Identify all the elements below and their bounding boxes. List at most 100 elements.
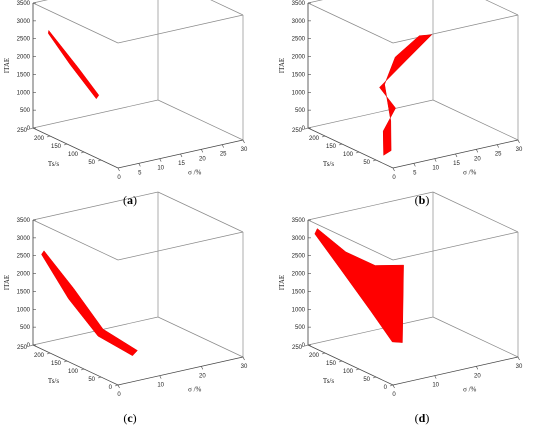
panel-b-ts-tick	[355, 151, 360, 154]
panel-c-solution-surface	[41, 250, 138, 356]
panel-a-ts-tick	[63, 143, 68, 146]
panel-b-sigma-tick-label: 5	[413, 170, 417, 176]
panel-d-ts-tick-label: 150	[326, 361, 337, 367]
panel-b-sigma-tick-label: 10	[432, 166, 439, 172]
panel-a-sigma-tick-label: 30	[241, 147, 248, 153]
panel-a-ts-tick	[80, 151, 85, 154]
panel-a-sigma-tick-label: 0	[117, 175, 121, 181]
panel-a-sigma-tick	[180, 153, 183, 158]
panel-d-ts-tick-label: 50	[363, 377, 370, 383]
panel-a-sigma-tick	[117, 167, 120, 172]
panel-c-itae-tick-label: 500	[20, 325, 31, 331]
panel-d-box-edge	[432, 316, 519, 358]
panel-d-solution-surface	[314, 228, 404, 343]
panel-c-box-edge	[32, 219, 119, 261]
panel-b-sigma-tick	[517, 139, 520, 144]
panel-d-itae-tick-label: 1000	[292, 307, 306, 313]
caption-c-letter: c	[127, 411, 133, 425]
panel-a-itae-tick-label: 3500	[17, 1, 31, 7]
panel-d-sigma-axis-label: σ /%	[463, 386, 476, 394]
panel-b-itae-tick-label: 3500	[292, 1, 306, 7]
panel-b-ts-axis	[307, 127, 394, 169]
panel-d-ts-tick	[304, 344, 309, 347]
panel-d-itae-tick-label: 500	[295, 325, 306, 331]
panel-d-itae-tick-label: 0	[302, 343, 306, 349]
panel-d-ts-axis	[307, 344, 394, 386]
panel-a-sigma-tick-label: 20	[199, 156, 206, 162]
panel-c-ts-tick	[46, 352, 51, 355]
panel-d-box-edge	[432, 191, 519, 233]
panel-b-itae-tick-label: 0	[302, 126, 306, 132]
panel-a-ts-tick-label: 100	[68, 152, 79, 158]
panel-b-sigma-tick-label: 30	[516, 147, 523, 153]
panel-b-sigma-tick	[434, 158, 437, 162]
panel-a-ts-tick-label: 50	[88, 160, 95, 166]
panel-b-ts-tick-label: 50	[363, 160, 370, 166]
panel-b-sigma-tick	[496, 144, 499, 148]
panel-c-ts-tick	[80, 368, 85, 371]
panel-a-sigma-tick-label: 15	[178, 161, 185, 167]
panel-b-itae-tick-label: 2500	[292, 37, 306, 43]
panel-b-ts-tick-label: 250	[292, 128, 303, 134]
panel-c-sigma-tick	[201, 366, 204, 370]
panel-c-itae-tick-label: 2500	[17, 254, 31, 260]
panel-a-itae-tick-label: 3000	[17, 19, 31, 25]
panel-c-ts-tick-label: 50	[88, 377, 95, 383]
panel-d-box-edge	[307, 191, 434, 221]
panel-a-box-edge	[32, 0, 48, 4]
panel-b-ts-tick-label: 200	[309, 136, 320, 142]
panel-c-ts-tick	[97, 376, 102, 379]
panel-a-ts-axis	[32, 127, 119, 169]
panel-a-ts-tick	[46, 135, 51, 138]
panel-b-ts-tick	[321, 135, 326, 138]
panel-d-ts-tick-label: 200	[309, 353, 320, 359]
panel-c-ts-tick	[63, 360, 68, 363]
panel-c-ts-tick	[114, 384, 119, 387]
panel-b-itae-tick-label: 1000	[292, 90, 306, 96]
panel-b-box-edge	[307, 99, 434, 129]
panel-b-box-edge	[307, 0, 323, 4]
panel-b-sigma-tick-label: 0	[392, 175, 396, 181]
panel-c-ts-tick	[29, 344, 34, 347]
panel-c-sigma-tick	[159, 375, 162, 379]
panel-b-ts-tick-label: 150	[326, 144, 337, 150]
panel-a-sigma-tick-label: 25	[220, 152, 227, 158]
panel-a-sigma-tick-label: 10	[157, 166, 164, 172]
panel-b-ts-axis-label: Ts/s	[323, 160, 334, 168]
panel-a-ts-tick-label: 250	[17, 128, 28, 134]
panel-b-itae-axis-label: ITAE	[278, 58, 286, 73]
panel-d-sigma-tick	[517, 356, 520, 361]
panel-a-ts-axis-label: Ts/s	[48, 160, 59, 168]
panel-c-box-edge	[157, 191, 244, 233]
panel-b-itae-tick-label: 1500	[292, 72, 306, 78]
panel-b-box-edge	[432, 99, 519, 141]
panel-c-ts-tick-label: 100	[68, 369, 79, 375]
caption-b: (b)	[414, 193, 430, 207]
panel-d-sigma-tick	[434, 375, 437, 379]
panel-a-sigma-tick	[138, 163, 141, 167]
panel-d-itae-tick-label: 2000	[292, 272, 306, 278]
panel-d-sigma-tick	[392, 384, 395, 389]
panel-d-ts-tick-label: 100	[343, 369, 354, 375]
panel-c-box-edge	[157, 316, 244, 358]
panel-b-ts-tick	[338, 143, 343, 146]
panel-a-itae-tick-label: 0	[27, 126, 31, 132]
panel-a-solution-surface	[48, 30, 100, 99]
panel-c-ts-axis-label: Ts/s	[48, 377, 59, 385]
panel-c-box-edge	[117, 231, 244, 261]
panel-a-sigma-tick-label: 5	[138, 170, 142, 176]
panel-d-sigma-tick-label: 0	[392, 392, 396, 398]
panel-b-sigma-tick	[476, 149, 479, 153]
panel-a-itae-tick-label: 500	[20, 108, 31, 114]
panel-a-itae-tick-label: 2000	[17, 55, 31, 61]
panel-d-box-edge	[307, 316, 434, 346]
panel-c-itae-tick-label: 2000	[17, 272, 31, 278]
panel-a-itae-tick-label: 2500	[17, 37, 31, 43]
panel-c-box-edge	[32, 191, 159, 221]
panel-c-sigma-tick-label: 30	[241, 364, 248, 370]
panel-c-ts-tick-label: 200	[34, 353, 45, 359]
panel-c-sigma-axis	[117, 356, 244, 386]
